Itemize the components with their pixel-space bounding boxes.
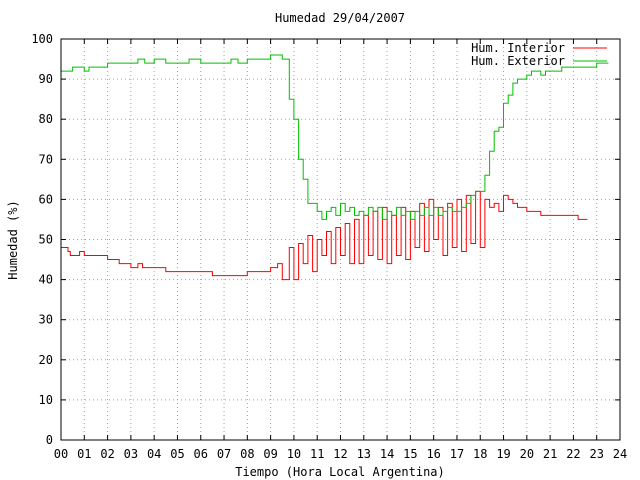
y-tick-label: 20	[39, 353, 53, 367]
x-tick-label: 06	[194, 447, 208, 461]
x-tick-label: 18	[473, 447, 487, 461]
y-tick-label: 0	[46, 433, 53, 447]
x-tick-label: 16	[426, 447, 440, 461]
x-tick-label: 17	[450, 447, 464, 461]
x-tick-label: 12	[333, 447, 347, 461]
x-tick-label: 23	[589, 447, 603, 461]
legend-label: Hum. Exterior	[471, 54, 565, 68]
x-tick-label: 14	[380, 447, 394, 461]
x-tick-label: 02	[100, 447, 114, 461]
y-tick-label: 100	[31, 32, 53, 46]
x-tick-label: 15	[403, 447, 417, 461]
x-tick-label: 13	[357, 447, 371, 461]
x-tick-label: 01	[77, 447, 91, 461]
y-tick-label: 30	[39, 313, 53, 327]
series-layer	[61, 54, 609, 281]
x-tick-label: 20	[520, 447, 534, 461]
x-tick-labels: 00 01 02 03 04 05 06 07 08 09 10 11 12 13 14 15 16 17 18 19…	[54, 447, 627, 461]
x-tick-label: 21	[543, 447, 557, 461]
x-tick-label: 07	[217, 447, 231, 461]
y-axis-label: Humedad (%)	[6, 200, 20, 279]
y-tick-label: 90	[39, 72, 53, 86]
series-line-interior	[61, 190, 588, 281]
y-tick-label: 70	[39, 152, 53, 166]
x-tick-label: 04	[147, 447, 161, 461]
x-tick-label: 10	[287, 447, 301, 461]
chart-title: Humedad 29/04/2007	[275, 11, 405, 25]
y-tick-label: 40	[39, 273, 53, 287]
x-tick-label: 22	[566, 447, 580, 461]
x-tick-label: 00	[54, 447, 68, 461]
y-tick-labels: 0 10 20 30 40 50 60 70 80 90 100	[31, 32, 53, 447]
tick-marks	[60, 38, 621, 441]
x-tick-label: 09	[263, 447, 277, 461]
x-tick-label: 08	[240, 447, 254, 461]
x-tick-label: 03	[124, 447, 138, 461]
x-tick-label: 19	[496, 447, 510, 461]
y-tick-label: 60	[39, 192, 53, 206]
x-tick-label: 11	[310, 447, 324, 461]
x-tick-label: 05	[170, 447, 184, 461]
legend-label: Hum. Interior	[471, 41, 565, 55]
y-tick-label: 50	[39, 233, 53, 247]
x-tick-label: 24	[613, 447, 627, 461]
x-axis-label: Tiempo (Hora Local Argentina)	[235, 465, 445, 479]
y-tick-label: 80	[39, 112, 53, 126]
y-tick-label: 10	[39, 393, 53, 407]
series-line-exterior	[61, 54, 609, 220]
